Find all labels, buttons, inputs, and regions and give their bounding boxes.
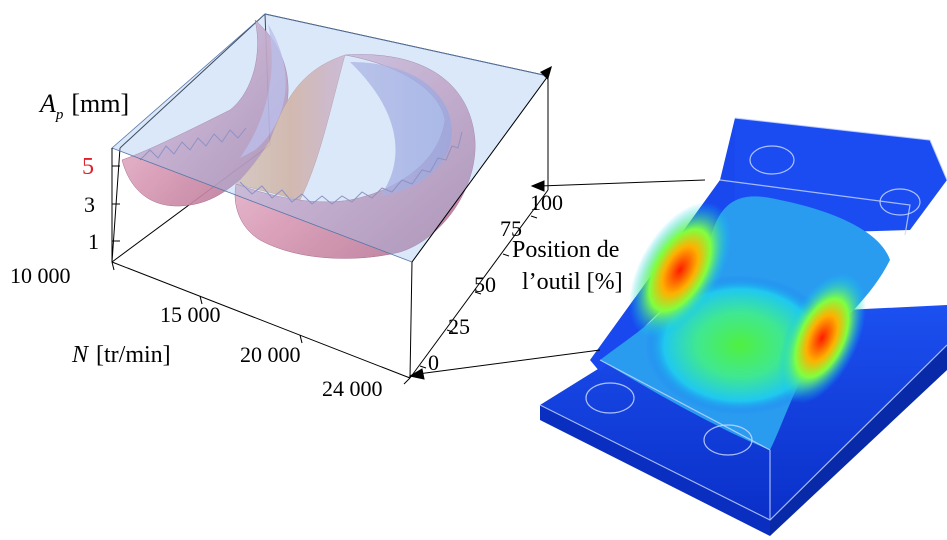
- part-side-right: [770, 345, 947, 536]
- z-tick-label: 3: [84, 192, 95, 217]
- y-axis-label-line1: Position de: [512, 237, 619, 263]
- arrow-head-top: [540, 66, 552, 80]
- y-tick-label: 0: [428, 350, 439, 375]
- response-surface: [121, 19, 476, 259]
- heat-spot-right: [777, 272, 867, 404]
- x-tick-label: 20 000: [240, 342, 301, 367]
- x-tick-label: 15 000: [160, 302, 221, 327]
- y-tick-label: 75: [500, 216, 522, 241]
- mounting-holes: [585, 145, 921, 456]
- heat-spot-left: [628, 202, 732, 338]
- hole-icon: [749, 145, 795, 175]
- machined-part-model: [539, 117, 947, 536]
- x-axis-ticks: [111, 261, 411, 385]
- hole-icon: [879, 188, 921, 216]
- z-tick-label: 1: [88, 229, 99, 254]
- arrow-head: [408, 368, 425, 380]
- x-tick-label: 10 000: [10, 263, 71, 288]
- plot-3d: Ap [mm] 5 3 1 10 000 15 000 20 000 24 000…: [10, 13, 623, 401]
- x-axis-label: N [tr/min]: [71, 342, 171, 368]
- part-side-front: [540, 405, 770, 536]
- y-tick-label: 50: [474, 272, 496, 297]
- part-edges: [539, 117, 947, 521]
- plot-box-front-edges: [111, 75, 549, 379]
- z-axis-label: Ap [mm]: [38, 89, 129, 123]
- hole-icon: [703, 424, 753, 456]
- y-axis-label-line2: l’outil [%]: [522, 269, 623, 295]
- y-axis-ticks: [419, 215, 538, 369]
- threshold-plane: [111, 13, 549, 263]
- y-tick-label: 100: [530, 190, 563, 215]
- x-tick-label: 24 000: [322, 376, 383, 401]
- y-tick-label: 25: [448, 314, 470, 339]
- connector-arrows: [408, 179, 706, 380]
- z-axis-ticks: [112, 165, 120, 242]
- hole-icon: [585, 382, 635, 414]
- z-tick-label: 5: [82, 154, 94, 180]
- arrow-head: [530, 180, 545, 192]
